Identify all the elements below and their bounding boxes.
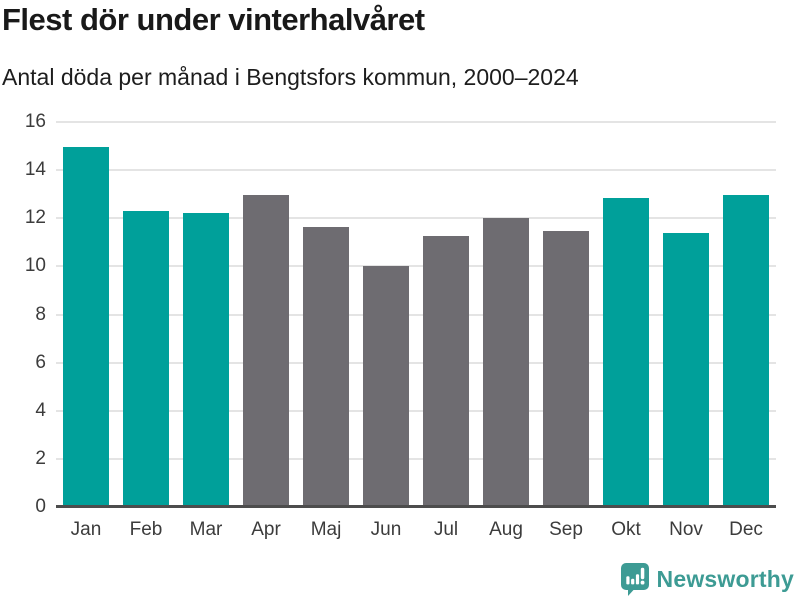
- gridline-16: [56, 121, 776, 123]
- bar-slot-feb: [116, 122, 176, 507]
- x-tick-label-apr: Apr: [251, 519, 281, 540]
- x-tick-label-sep: Sep: [549, 519, 583, 540]
- bar-slot-maj: [296, 122, 356, 507]
- brand-footer: Newsworthy: [620, 563, 794, 596]
- bar-jul: [423, 236, 469, 507]
- y-tick-label-14: 14: [24, 159, 46, 181]
- bar-jun: [363, 266, 409, 507]
- y-tick-label-8: 8: [35, 303, 46, 325]
- chart-subtitle: Antal döda per månad i Bengtsfors kommun…: [2, 64, 579, 90]
- x-tick-label-dec: Dec: [729, 519, 763, 540]
- bar-slot-aug: [476, 122, 536, 507]
- y-tick-label-12: 12: [24, 207, 46, 229]
- y-tick-label-4: 4: [35, 399, 46, 421]
- x-tick-label-maj: Maj: [310, 519, 342, 540]
- bar-sep: [543, 231, 589, 507]
- gridline-6: [56, 361, 776, 364]
- newsworthy-logo-icon: [620, 563, 649, 596]
- x-tick-label-aug: Aug: [489, 519, 523, 540]
- bar-dec: [723, 195, 769, 507]
- bar-slot-dec: [716, 122, 776, 507]
- bar-slot-jun: [356, 122, 416, 507]
- bar-feb: [123, 211, 169, 507]
- x-tick-label-jun: Jun: [370, 519, 402, 540]
- x-axis-line: [56, 505, 776, 508]
- x-axis: Jan Feb Mar Apr Maj Jun Jul Aug Sep Okt Nov Dec: [56, 519, 776, 541]
- y-axis: 0 2 4 6 8 10 12 14 16: [0, 111, 46, 517]
- bar-slot-nov: [656, 122, 716, 507]
- x-tick-label-mar: Mar: [189, 519, 223, 540]
- plot-area: [56, 121, 776, 508]
- bar-aug: [483, 218, 529, 507]
- y-tick-label-10: 10: [24, 255, 46, 277]
- bar-slot-mar: [176, 122, 236, 507]
- brand-name: Newsworthy: [656, 566, 794, 592]
- bar-maj: [303, 226, 349, 507]
- y-tick-label-6: 6: [35, 351, 46, 373]
- bar-mar: [183, 213, 229, 507]
- x-tick-label-jul: Jul: [433, 519, 459, 540]
- bar-jan: [63, 147, 109, 507]
- x-tick-label-okt: Okt: [611, 519, 641, 540]
- bar-slot-okt: [596, 122, 656, 507]
- gridline-2: [56, 457, 776, 460]
- bar-okt: [603, 197, 649, 507]
- bar-apr: [243, 195, 289, 507]
- bar-slot-apr: [236, 122, 296, 507]
- x-tick-label-feb: Feb: [129, 519, 163, 540]
- gridline-4: [56, 409, 776, 412]
- gridline-14: [56, 169, 776, 172]
- bar-slot-jul: [416, 122, 476, 507]
- gridline-10: [56, 265, 776, 268]
- y-tick-label-2: 2: [35, 447, 46, 469]
- bar-slot-jan: [56, 122, 116, 507]
- bar-chart: 0 2 4 6 8 10 12 14 16 Jan Feb Mar Apr Maj Jun Jul Aug Se…: [0, 111, 800, 552]
- x-tick-label-jan: Jan: [70, 519, 102, 540]
- gridline-12: [56, 217, 776, 220]
- bars-group: [56, 122, 776, 507]
- bar-slot-sep: [536, 122, 596, 507]
- chart-title: Flest dör under vinterhalvåret: [2, 2, 425, 37]
- bar-nov: [663, 232, 709, 507]
- y-tick-label-16: 16: [24, 111, 46, 132]
- gridline-8: [56, 313, 776, 316]
- x-tick-label-nov: Nov: [669, 519, 703, 540]
- y-tick-label-0: 0: [35, 496, 46, 517]
